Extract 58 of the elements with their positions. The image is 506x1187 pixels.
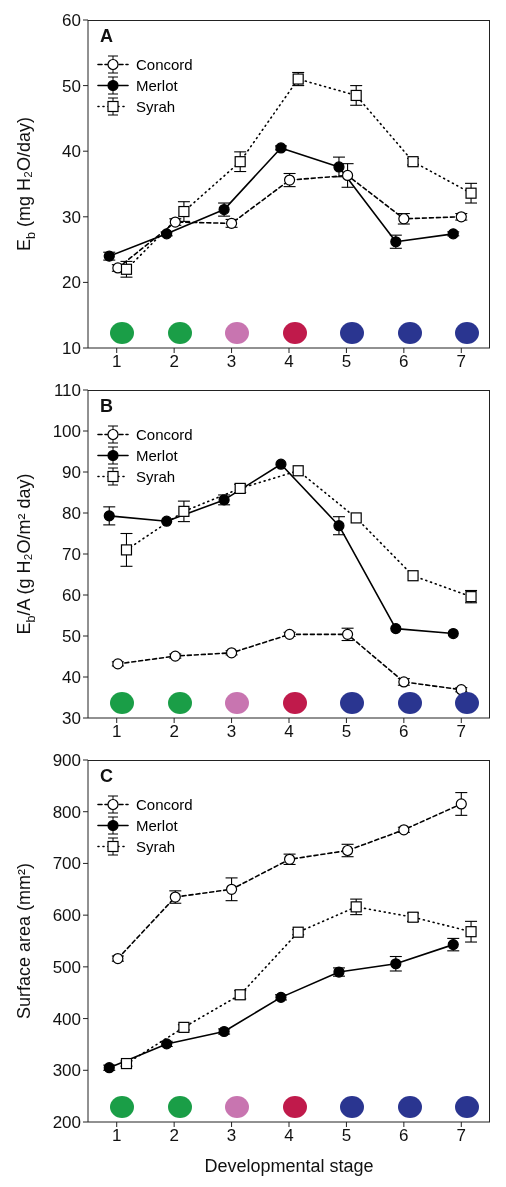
x-tick-label: 5 — [341, 722, 352, 742]
y-tick-label: 40 — [62, 142, 81, 162]
y-tick-label: 50 — [62, 627, 81, 647]
legend-label: Syrah — [136, 467, 176, 487]
y-tick-label: 30 — [62, 709, 81, 729]
y-tick-label: 60 — [62, 11, 81, 31]
y-tick-label: 50 — [62, 76, 81, 96]
y-tick-label: 20 — [62, 273, 81, 293]
y-tick-label: 900 — [52, 751, 81, 771]
legend-label: Merlot — [136, 446, 178, 466]
y-tick-label: 500 — [52, 957, 81, 977]
x-tick-label: 7 — [456, 722, 467, 742]
x-tick-label: 6 — [399, 722, 409, 742]
x-tick-label: 2 — [169, 722, 179, 742]
x-tick-label: 6 — [399, 352, 409, 372]
y-tick-label: 90 — [62, 463, 81, 483]
y-tick-label: 10 — [62, 339, 81, 359]
y-tick-label: 600 — [52, 906, 81, 926]
legend-label: Syrah — [136, 837, 176, 857]
annotation: A — [100, 26, 113, 47]
y-axis-title: Surface area (mm²) — [14, 862, 34, 1020]
legend-label: Syrah — [136, 97, 176, 117]
x-tick-label: 7 — [456, 352, 467, 372]
y-tick-label: 80 — [62, 504, 81, 524]
x-tick-label: 2 — [169, 1126, 179, 1146]
y-tick-label: 30 — [62, 207, 81, 227]
annotation: B — [100, 396, 113, 417]
x-tick-label: 5 — [341, 352, 352, 372]
y-tick-label: 70 — [62, 545, 81, 565]
x-axis-title: Developmental stage — [204, 1156, 374, 1176]
y-tick-label: 800 — [52, 802, 81, 822]
x-tick-label: 3 — [226, 1126, 237, 1146]
legend-label: Concord — [136, 55, 193, 75]
x-tick-label: 1 — [111, 1126, 122, 1146]
x-tick-label: 4 — [284, 722, 294, 742]
legend-label: Merlot — [136, 816, 178, 836]
y-tick-label: 60 — [62, 586, 81, 606]
x-tick-label: 7 — [456, 1126, 467, 1146]
x-tick-label: 3 — [226, 352, 237, 372]
x-tick-label: 4 — [284, 352, 294, 372]
y-tick-label: 110 — [53, 381, 81, 401]
annotation: C — [100, 766, 113, 787]
legend-label: Concord — [136, 795, 193, 815]
x-tick-label: 5 — [341, 1126, 352, 1146]
y-tick-label: 100 — [52, 422, 81, 442]
y-tick-label: 700 — [52, 854, 81, 874]
y-tick-label: 200 — [52, 1113, 81, 1133]
x-tick-label: 1 — [111, 722, 122, 742]
x-tick-label: 4 — [284, 1126, 294, 1146]
y-tick-label: 400 — [52, 1009, 81, 1029]
x-tick-label: 1 — [111, 352, 122, 372]
x-tick-label: 2 — [169, 352, 179, 372]
y-tick-label: 40 — [62, 668, 81, 688]
y-tick-label: 300 — [52, 1061, 81, 1081]
x-tick-label: 3 — [226, 722, 237, 742]
x-tick-label: 6 — [399, 1126, 409, 1146]
legend-label: Merlot — [136, 76, 178, 96]
legend-label: Concord — [136, 425, 193, 445]
